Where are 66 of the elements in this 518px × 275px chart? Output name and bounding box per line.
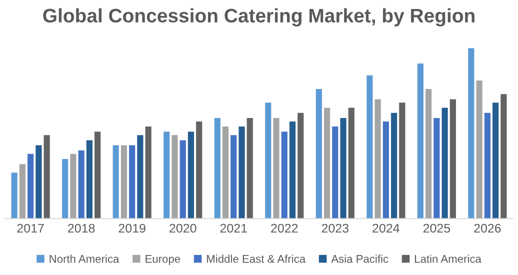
chart-title: Global Concession Catering Market, by Region [43,8,474,26]
x-tick-label: 2023 [322,224,348,233]
bar [246,118,253,219]
bar [172,135,178,219]
bar [492,102,499,219]
bar [289,121,296,219]
x-tick-label: 2019 [118,224,146,233]
legend-label: North America [50,254,120,263]
legend-label: Asia Pacific [331,254,388,263]
bar [164,132,170,219]
bar [417,63,424,219]
bar [137,135,144,219]
legend-label: Latin America [415,254,482,263]
bar [348,108,354,219]
bar [324,108,330,219]
bar [86,140,92,219]
bar [28,154,34,219]
bar [442,108,448,219]
bar [434,118,440,219]
x-tick-label: 2022 [271,224,298,233]
bar [374,99,381,219]
bar [265,102,272,219]
bar [399,102,406,219]
x-tick-label: 2021 [220,224,247,233]
bar [112,145,119,219]
x-tick-label: 2024 [372,224,400,233]
x-tick-label: 2020 [170,224,196,233]
bar [36,145,42,219]
bar [316,89,322,219]
x-tick-label: 2018 [68,224,95,233]
bar [188,132,194,219]
legend-label: Europe [146,255,180,265]
bar [180,140,186,219]
bar [382,121,389,219]
bar [129,145,136,219]
bar [62,158,68,219]
bar [196,121,202,219]
bar [476,80,482,219]
bar [238,126,245,219]
bar [145,126,152,219]
bar [298,112,304,219]
bar [214,118,220,219]
x-tick-label: 2025 [423,224,450,233]
bar [426,89,432,219]
bar [484,112,490,219]
bar [11,172,18,219]
bar [332,126,338,219]
bar [390,112,398,219]
bar [230,135,237,219]
bar [78,150,84,219]
bar [450,99,456,219]
x-tick-label: 2017 [17,224,44,233]
bar [500,94,507,219]
bar [120,145,128,219]
legend-label: Middle East & Africa [207,254,306,263]
bar [273,118,280,219]
bar [222,126,229,219]
bar [366,75,373,219]
bar [44,135,50,219]
bar [19,164,26,219]
bar [340,118,346,219]
bar [94,132,101,219]
bar [70,154,76,219]
bar [468,48,474,219]
bar [281,132,288,219]
x-tick-label: 2026 [474,224,501,233]
